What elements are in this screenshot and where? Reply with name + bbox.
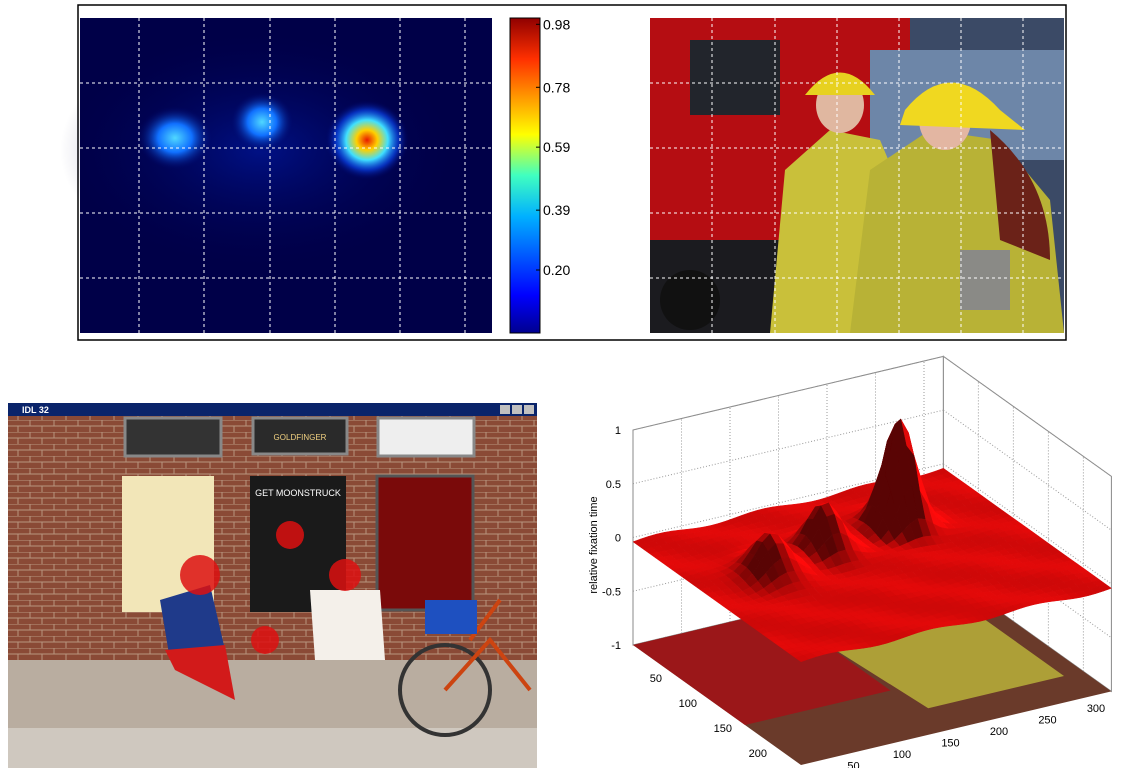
window-title: IDL 32 [22,405,49,415]
y-tick-label: 100 [679,698,697,710]
x-tick-label: 50 [847,761,859,768]
x-tick-label: 150 [941,738,959,750]
y-tick-label: 200 [749,748,767,760]
close-button[interactable] [524,405,534,414]
heatmap [60,18,492,333]
z-tick-label: 1 [615,425,621,437]
maximize-button[interactable] [512,405,522,414]
x-tick-label: 250 [1038,715,1056,727]
x-tick-label: 100 [893,749,911,761]
idl-window: IDL 32 GET MOONSTRUCK GOLDFINGER [8,403,537,768]
firefighter-photo [650,18,1064,333]
colorbar-tick-label: 0.39 [543,202,570,218]
surface-plot: 1 0.5 0 -0.5 -1 50 100 150 200 250 300 50 100 150 200 r… [588,355,1112,768]
minimize-button[interactable] [500,405,510,414]
y-tick-label: 150 [714,723,732,735]
z-grid-line [632,355,944,431]
x-tick-label: 300 [1087,703,1105,715]
colorbar-tick-label: 0.78 [543,79,570,95]
colorbar-tick-label: 0.20 [543,262,570,278]
image-plane-truck [633,610,891,725]
z-grid-line [632,463,944,538]
x-tick-label: 200 [990,726,1008,738]
z-tick-label: 0.5 [606,479,621,491]
z-tick-label: 0 [615,533,621,545]
colorbar-tick-label: 0.98 [543,16,570,32]
colorbar [509,17,541,334]
poster-title: GOLDFINGER [274,433,327,442]
z-tick-label: -1 [611,640,621,652]
colorbar-tick-label: 0.59 [543,139,570,155]
surface-facet [794,655,810,663]
y-tick-label: 50 [650,673,662,685]
poster-title: GET MOONSTRUCK [255,488,341,498]
z-axis-label: relative fixation time [588,496,600,593]
z-grid-line [632,409,944,485]
z-tick-label: -0.5 [602,586,621,598]
